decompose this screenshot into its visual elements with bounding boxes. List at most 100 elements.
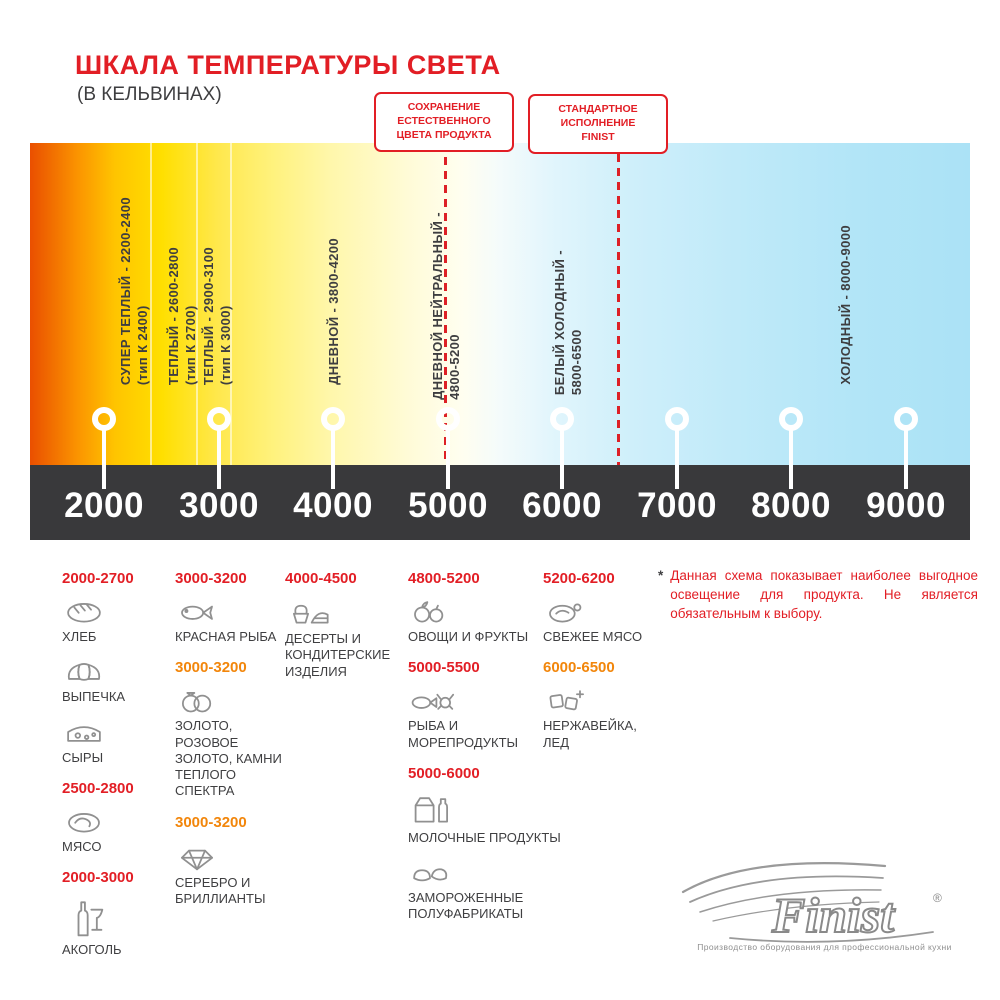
zone-separator	[150, 143, 152, 465]
tick-stem	[446, 430, 450, 489]
tick-3000: 3000	[179, 486, 259, 525]
rings-icon	[175, 685, 293, 715]
tick-5000: 5000	[408, 486, 488, 525]
footnote: * Данная схема показывает наиболее выгод…	[658, 566, 978, 623]
callout-natural-color: СОХРАНЕНИЕ ЕСТЕСТВЕННОГО ЦВЕТА ПРОДУКТА	[374, 92, 514, 152]
tick-marker	[779, 407, 803, 431]
tick-9000: 9000	[866, 486, 946, 525]
callout-line: ИСПОЛНЕНИЕ	[560, 116, 636, 129]
fresh-meat-icon	[543, 596, 658, 626]
legend-range: 5000-5500	[408, 659, 480, 677]
zone-type: (тип К 3000)	[217, 305, 233, 385]
logo-registered-mark: ®	[933, 891, 942, 905]
zone-name: ДНЕВНОЙ - 3800-4200	[326, 238, 341, 385]
zone-name: БЕЛЫЙ ХОЛОДНЫЙ -	[552, 249, 567, 395]
cheese-icon	[62, 717, 164, 747]
dessert-icon	[285, 596, 410, 628]
legend-item-frozen: ЗАМОРОЖЕННЫЕ ПОЛУФАБРИКАТЫ	[408, 857, 540, 923]
zone-separator	[196, 143, 198, 465]
legend-item-label: МЯСО	[62, 838, 102, 854]
fish-icon	[175, 596, 293, 626]
zone-type: (тип К 2400)	[134, 305, 150, 385]
zone-name: СУПЕР ТЕПЛЫЙ - 2200-2400	[118, 196, 133, 385]
legend-range: 5200-6200	[543, 570, 615, 587]
legend-column-1: 2000-2700 ХЛЕБ ВЫПЕЧКА СЫРЫ 2500-2800 МЯ…	[62, 560, 164, 969]
zone-name: ХОЛОДНЫЙ - 8000-9000	[838, 225, 853, 385]
legend-item-label: ХЛЕБ	[62, 629, 97, 644]
callout-line: СТАНДАРТНОЕ	[558, 103, 638, 115]
fish-crab-icon	[408, 685, 540, 715]
callout-line: СОХРАНЕНИЕ	[407, 101, 481, 113]
legend-item-label: РЫБА И МОРЕПРОДУКТЫ	[408, 718, 519, 750]
legend-item-label: СЫРЫ	[62, 749, 104, 765]
tick-marker	[321, 407, 345, 431]
tick-stem	[217, 430, 221, 489]
legend-item-alcohol: АКОГОЛЬ	[62, 895, 164, 958]
legend-range: 2000-2700	[62, 570, 134, 587]
legend-range: 3000-3200	[175, 659, 247, 677]
legend-item-meat: МЯСО	[62, 806, 164, 855]
finist-wing-logo-art: Finist ®	[681, 862, 942, 944]
tick-stem	[560, 430, 564, 489]
legend-range: 4800-5200	[408, 570, 480, 587]
zone-type: (тип К 2700)	[182, 305, 198, 385]
callout-line: FINIST	[581, 130, 615, 143]
zone-label-white-cold: БЕЛЫЙ ХОЛОДНЫЙ - 5800-6500	[552, 250, 586, 395]
fruits-icon	[408, 596, 540, 626]
legend-column-2: 3000-3200 КРАСНАЯ РЫБА 3000-3200 ЗОЛОТО,…	[175, 560, 293, 918]
kelvin-axis-band	[30, 465, 970, 540]
legend-range: 2000-3000	[62, 869, 134, 886]
page-title: ШКАЛА ТЕМПЕРАТУРЫ СВЕТА	[75, 50, 501, 80]
tick-stem	[102, 430, 106, 489]
legend-item-label: ВЫПЕЧКА	[62, 689, 126, 705]
guide-line-5000	[444, 143, 447, 465]
tick-2000: 2000	[64, 486, 144, 525]
legend-column-4: 4800-5200 ОВОЩИ И ФРУКТЫ 5000-5500 РЫБА …	[408, 560, 561, 934]
legend-item-label: СВЕЖЕЕ МЯСО	[543, 629, 643, 644]
legend-item-silver: СЕРЕБРО И БРИЛЛИАНТЫ	[175, 840, 293, 908]
guide-line-6500	[617, 140, 620, 465]
legend-item-seafood: РЫБА И МОРЕПРОДУКТЫ	[408, 685, 540, 751]
finist-logo: Finist ® Производство оборудования для п…	[672, 850, 977, 952]
milk-icon	[408, 791, 540, 827]
tick-4000: 4000	[293, 486, 373, 525]
dumplings-icon	[408, 857, 540, 887]
legend-item-red-fish: КРАСНАЯ РЫБА	[175, 596, 293, 645]
tick-marker	[436, 407, 460, 431]
legend-item-steel-ice: НЕРЖАВЕЙКА, ЛЕД	[543, 685, 658, 751]
tick-marker	[894, 407, 918, 431]
legend-column-5: 5200-6200 СВЕЖЕЕ МЯСО 6000-6500 НЕРЖАВЕЙ…	[543, 560, 658, 762]
legend-item-pastry: ВЫПЕЧКА	[62, 656, 164, 705]
logo-tagline: Производство оборудования для профессион…	[697, 942, 952, 952]
logo-brand-text: Finist	[770, 887, 895, 943]
zone-type: 5800-6500	[568, 329, 584, 395]
meat-icon	[62, 806, 164, 836]
zone-type: 4800-5200	[446, 334, 462, 400]
page-subtitle: (В КЕЛЬВИНАХ)	[77, 84, 222, 105]
legend-range: 2500-2800	[62, 779, 134, 797]
zone-label-cold: ХОЛОДНЫЙ - 8000-9000	[838, 225, 855, 385]
legend-item-fresh-meat: СВЕЖЕЕ МЯСО	[543, 596, 658, 645]
legend-item-label: СЕРЕБРО И БРИЛЛИАНТЫ	[175, 874, 266, 906]
zone-separator	[230, 143, 232, 465]
footnote-text: Данная схема показывает наиболее выгодно…	[670, 568, 978, 622]
legend-item-bread: ХЛЕБ	[62, 596, 164, 645]
legend-range: 3000-3200	[175, 813, 247, 831]
zone-label-warm-3000: ТЕПЛЫЙ - 2900-3100 (тип К 3000)	[201, 247, 235, 385]
tick-marker	[665, 407, 689, 431]
legend-item-label: МОЛОЧНЫЕ ПРОДУКТЫ	[408, 829, 561, 845]
legend-item-label: КРАСНАЯ РЫБА	[175, 629, 277, 644]
tick-marker	[92, 407, 116, 431]
zone-label-super-warm: СУПЕР ТЕПЛЫЙ - 2200-2400 (тип К 2400)	[118, 197, 152, 385]
legend-item-gold: ЗОЛОТО, РОЗОВОЕ ЗОЛОТО, КАМНИ ТЕПЛОГО СП…	[175, 685, 293, 799]
legend-item-desserts: ДЕСЕРТЫ И КОНДИТЕРСКИЕ ИЗДЕЛИЯ	[285, 596, 410, 680]
zone-name: ТЕПЛЫЙ - 2600-2800	[166, 246, 181, 385]
wine-bottle-icon	[62, 895, 164, 939]
tick-stem	[675, 430, 679, 489]
tick-stem	[331, 430, 335, 489]
legend-range: 3000-3200	[175, 570, 247, 587]
tick-stem	[904, 430, 908, 489]
legend-item-label: ОВОЩИ И ФРУКТЫ	[408, 629, 529, 644]
bread-icon	[62, 596, 164, 626]
